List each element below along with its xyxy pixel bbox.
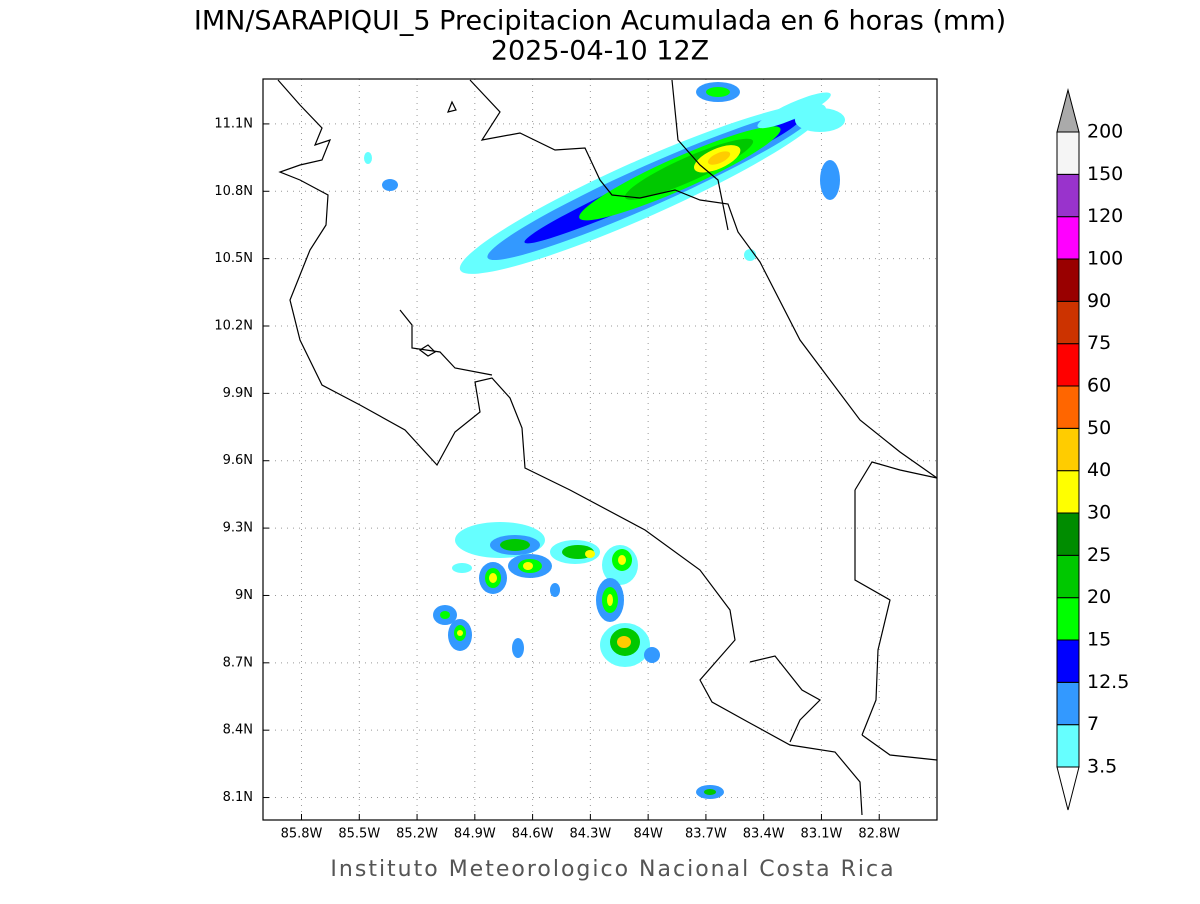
rain-area <box>820 160 840 200</box>
y-tick-label: 11.1N <box>214 116 253 131</box>
rain-area <box>757 92 831 129</box>
x-tick-label: 85.8W <box>281 827 323 842</box>
coastline <box>749 655 821 743</box>
y-tick-label: 10.5N <box>214 251 253 266</box>
colorbar-segment <box>1056 427 1080 472</box>
colorbar-segment <box>1056 512 1080 556</box>
y-tick-label: 8.1N <box>223 790 253 805</box>
y-tick-label: 9.6N <box>223 453 253 468</box>
x-tick-label: 84.3W <box>569 827 611 842</box>
colorbar-label: 15 <box>1087 629 1111 651</box>
colorbar-segment <box>1056 597 1080 641</box>
border <box>854 490 891 736</box>
colorbar-segment <box>1056 385 1080 429</box>
rain-area <box>707 151 731 165</box>
coastline <box>861 734 937 761</box>
y-tick-label: 10.2N <box>214 319 253 334</box>
border <box>671 79 729 231</box>
y-tick-label: 9.3N <box>223 521 253 536</box>
colorbar-label: 150 <box>1087 163 1123 185</box>
x-tick-label: 82.8W <box>858 827 900 842</box>
x-tick-label: 84W <box>633 827 663 842</box>
y-tick-label: 9N <box>235 588 253 603</box>
colorbar-label: 200 <box>1087 121 1123 143</box>
border <box>854 461 937 491</box>
x-tick-label: 83.4W <box>743 827 785 842</box>
colorbar-label: 20 <box>1087 586 1111 608</box>
plot-frame <box>262 78 938 821</box>
coastline <box>399 309 493 376</box>
title: IMN/SARAPIQUI_5 Precipitacion Acumulada … <box>194 6 1006 37</box>
colorbar-label: 60 <box>1087 375 1111 397</box>
colorbar-label: 12.5 <box>1087 671 1129 693</box>
lake-shore <box>469 79 937 479</box>
colorbar-label: 120 <box>1087 205 1123 227</box>
colorbar-label: 75 <box>1087 332 1111 354</box>
colorbar-label: 7 <box>1087 713 1099 735</box>
island <box>418 344 436 357</box>
rain-area <box>364 152 372 164</box>
x-tick-label: 84.9W <box>454 827 496 842</box>
rain-area <box>706 87 730 97</box>
colorbar-under <box>1056 766 1080 811</box>
y-tick-label: 9.9N <box>223 386 253 401</box>
colorbar-segment <box>1056 258 1080 302</box>
colorbar-segment <box>1056 131 1080 175</box>
colorbar-label: 40 <box>1087 459 1111 481</box>
colorbar-label: 100 <box>1087 248 1123 270</box>
colorbar-segment <box>1056 300 1080 345</box>
footer: Instituto Meteorologico Nacional Costa R… <box>330 857 895 882</box>
colorbar-segment <box>1056 554 1080 599</box>
rain-area <box>795 108 845 132</box>
x-tick-label: 83.7W <box>685 827 727 842</box>
island <box>447 100 457 113</box>
colorbar-label: 25 <box>1087 544 1111 566</box>
coastline <box>277 79 863 816</box>
subtitle: 2025-04-10 12Z <box>491 36 709 67</box>
rain-area <box>382 179 398 191</box>
colorbar-segment <box>1056 173 1080 218</box>
coastlines <box>277 79 937 816</box>
colorbar-label: 30 <box>1087 502 1111 524</box>
colorbar-label: 50 <box>1087 417 1111 439</box>
x-tick-label: 85.5W <box>338 827 380 842</box>
colorbar: 3.5 7 12.5 15 20 25 30 40 50 60 75 90 100 120 150 200 <box>1056 88 1129 811</box>
colorbar-segment <box>1056 216 1080 260</box>
colorbar-segment <box>1056 724 1080 768</box>
colorbar-segment <box>1056 639 1080 683</box>
precipitation <box>364 82 845 799</box>
southern-cells <box>433 522 724 799</box>
colorbar-segment <box>1056 681 1080 726</box>
colorbar-label: 3.5 <box>1087 756 1117 778</box>
y-tick-label: 8.4N <box>223 723 253 738</box>
y-tick-label: 10.8N <box>214 184 253 199</box>
colorbar-label: 90 <box>1087 290 1111 312</box>
x-tick-label: 85.2W <box>396 827 438 842</box>
x-tick-label: 84.6W <box>512 827 554 842</box>
x-tick-label: 83.1W <box>801 827 843 842</box>
colorbar-segment <box>1056 343 1080 387</box>
y-tick-label: 8.7N <box>223 655 253 670</box>
colorbar-segment <box>1056 470 1080 514</box>
colorbar-over <box>1056 88 1080 133</box>
